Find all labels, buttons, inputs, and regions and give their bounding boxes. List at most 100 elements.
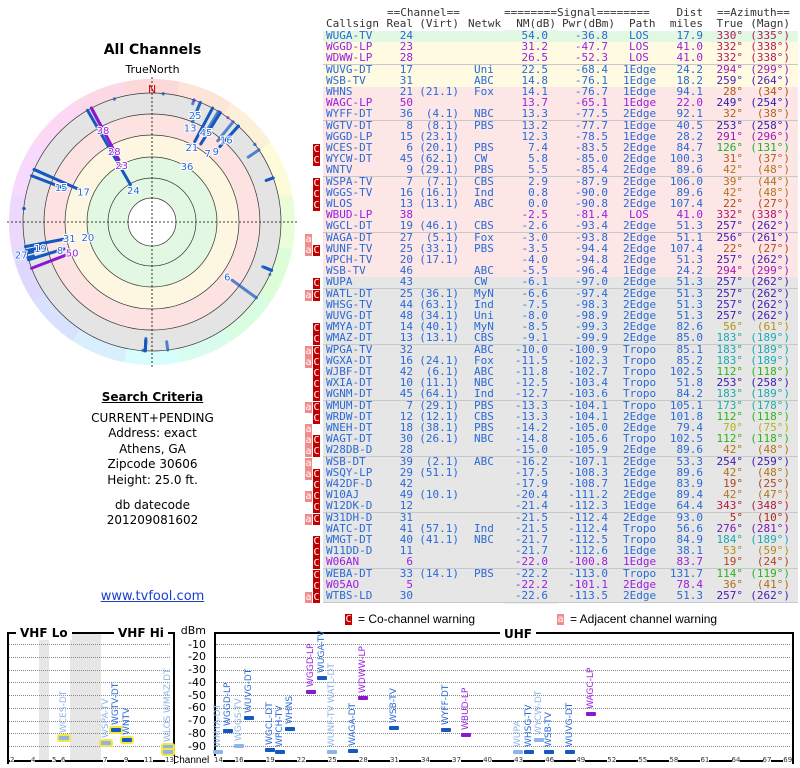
true-azimuth-cell: 183°: [716, 342, 744, 356]
callsign-cell[interactable]: WTBS-LD: [326, 589, 373, 602]
callsign-cell[interactable]: WATL-DT: [326, 286, 373, 300]
callsign-cell[interactable]: WXIA-DT: [326, 376, 373, 390]
polar-title: All Channels: [103, 42, 202, 58]
callsign-cell[interactable]: W12DK-D: [326, 499, 373, 513]
table-row[interactable]: WSB-DT 39 (2.1) ABC -16.2 -107.1 2Edge 53.3 254°…: [323, 454, 798, 469]
vhf-channel-tick: 6: [61, 756, 66, 764]
callsign-cell[interactable]: W06AN: [326, 555, 360, 569]
callsign-cell[interactable]: WHNS: [326, 85, 353, 98]
table-row[interactable]: WGGD-LP 23 31.2 -47.7 LOS 41.0 332° (338°): [323, 40, 798, 55]
callsign-cell[interactable]: WATC-DT: [326, 521, 373, 535]
callsign-cell[interactable]: WSB-TV: [326, 264, 366, 278]
table-row[interactable]: WDWW-LP 28 26.5 -52.3 LOS 41.0 332° (338°): [323, 51, 798, 66]
real-channel-cell: 43: [399, 275, 413, 289]
table-row[interactable]: WTBS-LD 30 -22.6 -113.5 2Edge 51.3 257° (262°): [323, 589, 798, 603]
callsign-cell[interactable]: WNEH-DT: [326, 421, 373, 434]
network-cell: PBS: [474, 398, 494, 412]
callsign-cell[interactable]: WGCL-DT: [326, 219, 373, 233]
station-power-label: WGGD-LP: [223, 682, 234, 727]
callsign-cell[interactable]: WYFF-DT: [326, 107, 373, 121]
station-power-label: WUGA-TV: [316, 630, 327, 674]
true-azimuth-cell: 332°: [716, 208, 744, 222]
callsign-cell[interactable]: WGTV-DT: [326, 118, 373, 132]
virtual-channel-cell: (29.1): [419, 163, 459, 177]
adjacent-channel-legend: = Adjacent channel warning: [570, 612, 718, 626]
uhf-channel-tick: 37: [452, 756, 461, 764]
table-row[interactable]: WSPA-TV 7 (7.1) CBS 2.9 -87.9 2Edge 106.0 39° (44…: [323, 174, 798, 189]
callsign-cell[interactable]: WGXA-DT: [326, 353, 373, 367]
table-row[interactable]: WNTV 9 (29.1) PBS 5.5 -85.4 2Edge 89.6 42° (48°): [323, 163, 798, 178]
true-azimuth-cell: 254°: [716, 454, 744, 468]
callsign-cell[interactable]: WUNF-TV: [326, 241, 373, 255]
callsign-cell[interactable]: WGNM-DT: [326, 387, 373, 401]
callsign-cell[interactable]: WDWW-LP: [326, 51, 373, 65]
callsign-cell[interactable]: WUVG-DT: [326, 62, 373, 76]
callsign-cell[interactable]: WUPA: [326, 275, 353, 289]
callsign-cell[interactable]: WMUM-DT: [326, 398, 373, 412]
callsign-cell[interactable]: WMGT-DT: [326, 533, 373, 546]
table-row[interactable]: WNEH-DT 18 (38.1) PBS -14.2 -105.0 2Edge 79.4 70…: [323, 421, 798, 435]
callsign-cell[interactable]: W28DB-D: [326, 443, 373, 457]
table-row[interactable]: WUVG-DT 48 (34.1) Uni -8.0 -98.9 2Edge 51.3 257°…: [323, 309, 798, 323]
callsign-cell[interactable]: WMAZ-DT: [326, 331, 373, 345]
callsign-cell[interactable]: WMYA-DT: [326, 320, 373, 334]
callsign-cell[interactable]: WPGA-TV: [326, 342, 373, 356]
table-row[interactable]: W10AJ 49 (10.1) -20.4 -111.2 2Edge 89.4 42° (47°…: [323, 488, 798, 503]
table-row[interactable]: WSB-TV 46 ABC -5.5 -96.4 1Edge 24.2 294° (299°): [323, 264, 798, 279]
table-row[interactable]: WHNS 21 (21.1) Fox 14.1 -76.7 1Edge 94.1 28° (34°…: [323, 85, 798, 99]
table-row[interactable]: WUVG-DT 17 Uni 22.5 -68.4 1Edge 24.2 294° (299°): [323, 62, 798, 77]
magnetic-azimuth-cell: (48°): [756, 163, 790, 177]
callsign-cell[interactable]: WUVG-DT: [326, 309, 373, 322]
vhf-channel-tick: 4: [31, 756, 36, 764]
table-row[interactable]: WMUM-DT 7 (29.1) PBS -13.3 -104.1 Tropo 105.1 17…: [323, 398, 798, 413]
channel-axis-label: Channel: [172, 755, 210, 766]
table-row[interactable]: WGGS-TV 16 (16.1) Ind 0.8 -90.0 2Edge 89.6 42° (4…: [323, 185, 798, 200]
callsign-cell[interactable]: WAGA-DT: [326, 230, 373, 244]
real-channel-cell: 45: [399, 387, 413, 401]
callsign-cell[interactable]: W31DH-D: [326, 510, 373, 524]
power-cell: -112.3: [568, 499, 608, 513]
table-row[interactable]: W42DF-D 42 -17.9 -108.7 1Edge 83.9 19° (25°): [323, 477, 798, 491]
path-cell: 2Edge: [623, 331, 657, 345]
station-power-bar: [564, 750, 575, 754]
power-cell: -100.9: [568, 342, 608, 356]
callsign-cell[interactable]: WSB-DT: [326, 454, 366, 468]
table-row[interactable]: WBUD-LP 38 -2.5 -81.4 LOS 41.0 332° (338°): [323, 208, 798, 223]
callsign-cell[interactable]: WRDW-DT: [326, 409, 373, 423]
callsign-cell[interactable]: WGGS-TV: [326, 185, 373, 199]
callsign-cell[interactable]: WYCW-DT: [326, 152, 373, 166]
callsign-cell[interactable]: WGGD-LP: [326, 40, 373, 54]
callsign-cell[interactable]: W10AJ: [326, 488, 360, 502]
table-row[interactable]: WSQY-LP 29 (51.1) -17.5 -108.3 2Edge 89.6 42° (4…: [323, 465, 798, 480]
callsign-cell[interactable]: WGGD-LP: [326, 129, 373, 143]
callsign-cell[interactable]: WJBF-DT: [326, 365, 373, 378]
callsign-cell[interactable]: WNTV: [326, 163, 353, 177]
callsign-cell[interactable]: WSQY-LP: [326, 465, 373, 479]
table-row[interactable]: WAGC-LP 50 13.7 -65.1 1Edge 22.0 249° (254°): [323, 96, 798, 111]
tvfool-link[interactable]: www.tvfool.com: [100, 589, 205, 604]
power-cell: -76.1: [574, 73, 608, 87]
callsign-cell[interactable]: W05AO: [326, 577, 360, 591]
adjacent-channel-warning-badge: a: [305, 345, 312, 357]
callsign-cell[interactable]: W11DD-D: [326, 544, 373, 558]
callsign-cell[interactable]: WHSG-TV: [326, 297, 373, 311]
callsign-cell[interactable]: WAGT-DT: [326, 432, 373, 446]
vhf-gridline: [9, 656, 170, 658]
dbm-tick-label: -70: [188, 714, 206, 727]
callsign-cell[interactable]: WSPA-TV: [326, 174, 373, 188]
real-channel-cell: 50: [399, 96, 413, 110]
co-channel-warning-badge: C: [313, 390, 320, 402]
callsign-cell[interactable]: WPCH-TV: [326, 253, 373, 266]
table-row[interactable]: WGGD-LP 15 (23.1) 12.3 -78.5 1Edge 28.2 291° (29…: [323, 129, 798, 144]
callsign-cell[interactable]: WBUD-LP: [326, 208, 373, 222]
real-channel-cell: 17: [399, 62, 413, 76]
table-row[interactable]: WUNF-TV 25 (33.1) PBS -3.5 -94.4 2Edge 107.4 22°…: [323, 241, 798, 256]
callsign-cell[interactable]: WSB-TV: [326, 73, 366, 87]
callsign-cell[interactable]: WCES-DT: [326, 141, 373, 154]
callsign-cell[interactable]: W42DF-D: [326, 477, 373, 490]
callsign-cell[interactable]: WUGA-TV: [326, 29, 373, 42]
table-row[interactable]: WMAZ-DT 13 (13.1) CBS -9.1 -99.9 2Edge 85.0 183°…: [323, 331, 798, 346]
callsign-cell[interactable]: WEBA-DT: [326, 566, 373, 580]
callsign-cell[interactable]: WAGC-LP: [326, 96, 373, 110]
callsign-cell[interactable]: WLOS: [326, 197, 353, 210]
